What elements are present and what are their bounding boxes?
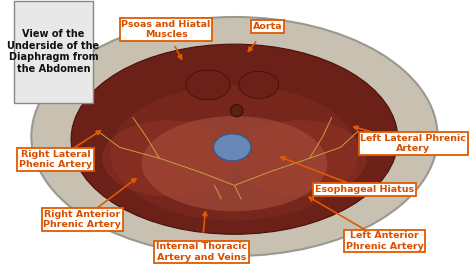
FancyBboxPatch shape [14, 1, 93, 103]
Ellipse shape [31, 17, 438, 256]
Ellipse shape [71, 44, 398, 234]
Text: Esophageal Hiatus: Esophageal Hiatus [315, 185, 414, 194]
Text: Psoas and Hiatal
Muscles: Psoas and Hiatal Muscles [121, 19, 210, 39]
Ellipse shape [213, 134, 251, 161]
Ellipse shape [235, 120, 367, 196]
Ellipse shape [186, 70, 230, 100]
Text: View of the
Underside of the
Diaphragm from
the Abdomen: View of the Underside of the Diaphragm f… [8, 29, 100, 74]
Ellipse shape [111, 85, 358, 221]
Text: Aorta: Aorta [253, 22, 283, 31]
Text: Left Lateral Phrenic
Artery: Left Lateral Phrenic Artery [360, 133, 466, 153]
Ellipse shape [230, 105, 243, 117]
Text: Right Lateral
Phenic Artery: Right Lateral Phenic Artery [19, 150, 92, 169]
Text: Internal Thoracic
Artery and Veins: Internal Thoracic Artery and Veins [156, 242, 247, 262]
Text: Right Anterior
Phrenic Artery: Right Anterior Phrenic Artery [43, 210, 121, 229]
Ellipse shape [142, 116, 327, 211]
Text: Left Anterior
Phrenic Artery: Left Anterior Phrenic Artery [346, 232, 424, 251]
Ellipse shape [102, 120, 235, 196]
Ellipse shape [239, 71, 279, 99]
